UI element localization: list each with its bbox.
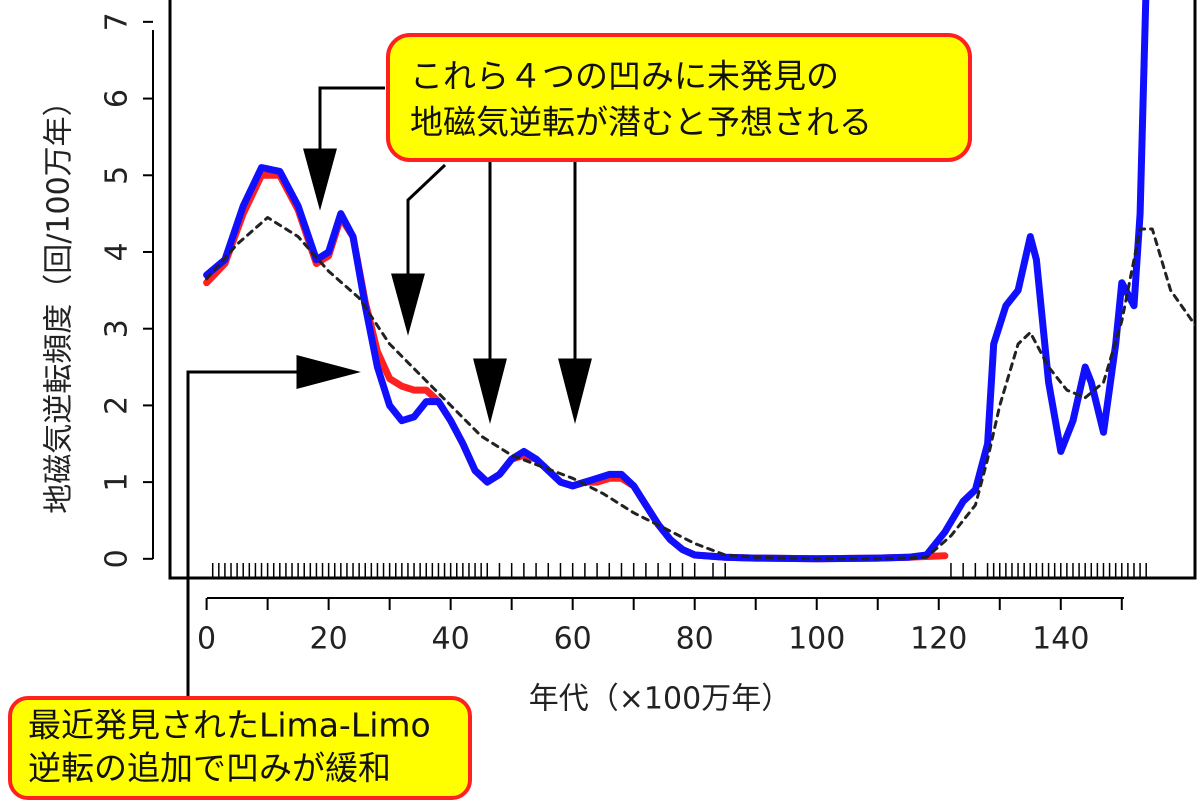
x-tick-label: 100	[788, 622, 845, 657]
y-tick-label: 7	[100, 12, 135, 31]
x-tick-label: 0	[197, 622, 216, 657]
y-tick-label: 0	[100, 549, 135, 568]
callout-text: 地磁気逆転が潜むと予想される	[410, 103, 872, 142]
y-tick-label: 6	[100, 89, 135, 108]
series-line	[203, 0, 1150, 563]
x-axis-label: 年代（×100万年）	[529, 682, 791, 717]
x-tick-label: 140	[1032, 622, 1089, 657]
y-tick-label: 5	[100, 166, 135, 185]
callout-box	[8, 696, 472, 800]
x-tick-label: 20	[310, 622, 348, 657]
y-tick-label: 2	[100, 396, 135, 415]
callout-text: 最近発見されたLima-Limo	[28, 706, 431, 745]
y-tick-label: 1	[100, 473, 135, 492]
x-tick-label: 40	[432, 622, 470, 657]
y-tick-label: 4	[100, 242, 135, 261]
callout-text: これら４つの凹みに未発見の	[410, 57, 839, 96]
arrows	[186, 86, 592, 700]
x-tick-label: 120	[910, 622, 967, 657]
x-tick-label: 60	[554, 622, 592, 657]
series-line	[205, 216, 1195, 561]
x-tick-label: 80	[676, 622, 714, 657]
callout-box	[386, 33, 972, 162]
callout-text: 逆転の追加で凹みが緩和	[28, 749, 391, 788]
plot-area	[203, 0, 1195, 578]
y-axis-label: 地磁気逆転頻度（回/100万年）	[42, 86, 77, 513]
y-tick-label: 3	[100, 319, 135, 338]
